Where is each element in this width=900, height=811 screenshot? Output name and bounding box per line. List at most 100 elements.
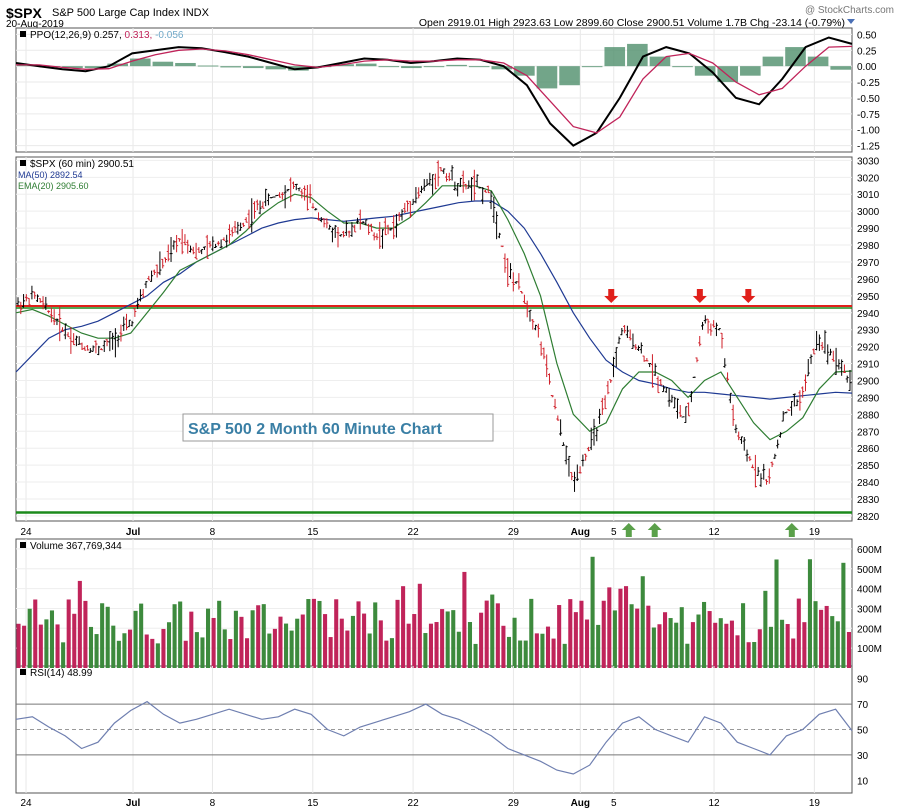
volume-bar bbox=[100, 603, 105, 668]
volume-bar bbox=[233, 610, 238, 668]
volume-bar bbox=[278, 616, 283, 668]
volume-bar bbox=[367, 633, 372, 668]
volume-bar bbox=[111, 625, 116, 668]
price-tick-label: 2820 bbox=[857, 512, 880, 523]
volume-bar bbox=[166, 622, 172, 668]
price-tick-label: 3030 bbox=[857, 156, 880, 167]
volume-bar bbox=[105, 606, 110, 668]
price-tick-label: 2930 bbox=[857, 326, 880, 337]
price-tick-label: 3020 bbox=[857, 173, 880, 184]
volume-bar bbox=[350, 615, 355, 668]
volume-bar bbox=[479, 612, 484, 668]
volume-bar bbox=[640, 576, 645, 668]
volume-bar bbox=[540, 633, 545, 668]
volume-bar bbox=[663, 612, 668, 668]
volume-bar bbox=[44, 619, 49, 668]
x-tick-label: 19 bbox=[809, 527, 821, 538]
volume-bar bbox=[807, 559, 812, 668]
volume-bar bbox=[484, 600, 489, 668]
volume-bar bbox=[345, 630, 350, 668]
volume-bar bbox=[467, 622, 473, 668]
ppo-legend: PPO(12,26,9) 0.257, 0.313, -0.056 bbox=[30, 30, 184, 41]
price-tick-label: 2890 bbox=[857, 393, 880, 404]
volume-bar bbox=[824, 605, 829, 668]
volume-bar bbox=[451, 610, 456, 668]
ppo-histogram-bar bbox=[446, 64, 467, 67]
volume-bar bbox=[127, 629, 133, 668]
support-arrow-icon bbox=[647, 523, 662, 537]
volume-bar bbox=[295, 618, 300, 668]
support-arrow-icon bbox=[784, 523, 799, 537]
volume-bar bbox=[183, 640, 188, 668]
volume-bar bbox=[623, 586, 629, 668]
volume-bar bbox=[172, 604, 177, 668]
volume-bar bbox=[272, 628, 277, 668]
volume-bar bbox=[122, 633, 127, 668]
resistance-arrow-icon bbox=[604, 288, 619, 303]
ppo-tick-label: 0.50 bbox=[857, 30, 877, 41]
ppo-histogram-bar bbox=[536, 66, 558, 89]
volume-bar bbox=[401, 586, 406, 668]
ppo-histogram-bar bbox=[514, 66, 535, 76]
ppo-histogram-bar bbox=[355, 63, 377, 67]
volume-bar bbox=[267, 633, 272, 668]
volume-bar bbox=[245, 638, 250, 668]
ppo-histogram-bar bbox=[491, 66, 513, 70]
ppo-signal-line bbox=[16, 45, 853, 134]
volume-bar bbox=[150, 638, 155, 668]
ppo-histogram-bar bbox=[401, 66, 422, 69]
volume-bar bbox=[434, 622, 439, 668]
ppo-histogram-bar bbox=[84, 66, 106, 69]
ppo-histogram-bar bbox=[627, 43, 648, 67]
volume-bar bbox=[718, 618, 723, 668]
dropdown-icon bbox=[847, 19, 855, 24]
volume-bar bbox=[423, 633, 428, 668]
price-tick-label: 2960 bbox=[857, 275, 880, 286]
x-tick-label: 22 bbox=[408, 527, 420, 538]
volume-bar bbox=[373, 602, 378, 668]
volume-bar bbox=[584, 619, 590, 668]
price-tick-label: 2990 bbox=[857, 224, 880, 235]
price-legend: $SPX (60 min) 2900.51 bbox=[30, 159, 134, 170]
volume-bar bbox=[618, 588, 623, 668]
volume-bar bbox=[506, 636, 512, 668]
volume-bar bbox=[696, 614, 701, 668]
volume-bar bbox=[178, 601, 183, 668]
volume-bar bbox=[284, 623, 289, 668]
volume-bar bbox=[512, 617, 517, 668]
volume-bar bbox=[395, 599, 400, 668]
volume-bar bbox=[189, 611, 194, 668]
volume-bar bbox=[495, 603, 500, 668]
ppo-histogram-bar bbox=[468, 66, 490, 68]
volume-bar bbox=[22, 625, 27, 668]
rsi-x-tick-label: 8 bbox=[210, 798, 216, 809]
volume-bar bbox=[317, 600, 322, 668]
volume-tick-label: 600M bbox=[857, 545, 882, 556]
ppo-histogram-bar bbox=[785, 47, 806, 67]
rsi-legend-marker bbox=[20, 669, 26, 675]
volume-bar bbox=[763, 590, 768, 668]
volume-bar bbox=[523, 640, 528, 668]
volume-bar bbox=[557, 605, 562, 668]
volume-bar bbox=[813, 601, 818, 668]
volume-bar bbox=[445, 611, 450, 668]
x-tick-label: 24 bbox=[20, 527, 32, 538]
ppo-tick-label: 0.00 bbox=[857, 62, 877, 73]
rsi-x-tick-label: 24 bbox=[20, 798, 32, 809]
price-tick-label: 2850 bbox=[857, 461, 880, 472]
volume-bar bbox=[161, 628, 166, 668]
ppo-panel-frame bbox=[15, 27, 853, 153]
volume-bar bbox=[802, 622, 807, 668]
rsi-tick-label: 50 bbox=[857, 726, 869, 737]
volume-bar bbox=[724, 623, 729, 668]
ppo-histogram-bar bbox=[265, 66, 287, 70]
volume-bar bbox=[568, 599, 573, 668]
volume-bar bbox=[239, 616, 244, 668]
ppo-histogram-bar bbox=[649, 56, 671, 67]
volume-bar bbox=[72, 613, 77, 668]
volume-bar bbox=[49, 610, 55, 668]
ppo-tick-label: -0.25 bbox=[857, 78, 880, 89]
ppo-histogram-bar bbox=[333, 64, 354, 67]
volume-bar bbox=[774, 559, 779, 668]
volume-bar bbox=[518, 640, 523, 668]
